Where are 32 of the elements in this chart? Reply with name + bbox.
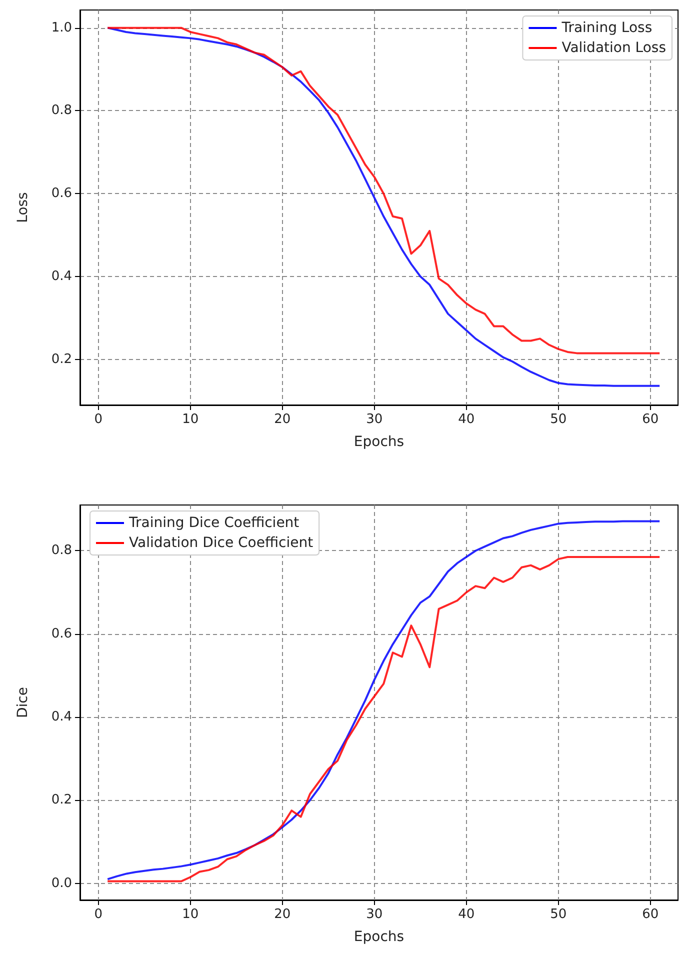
y-tick-label: 0.2 — [51, 352, 72, 367]
legend-label: Validation Loss — [562, 40, 666, 56]
x-tick-label: 30 — [366, 907, 383, 922]
y-tick-label: 0.8 — [51, 103, 72, 118]
x-tick-label: 60 — [642, 412, 659, 427]
x-tick-label: 40 — [458, 907, 475, 922]
x-tick-label: 20 — [274, 412, 291, 427]
x-tick-label: 40 — [458, 412, 475, 427]
x-tick-label: 0 — [94, 907, 103, 922]
x-tick-label: 10 — [182, 412, 199, 427]
x-tick-label: 20 — [274, 907, 291, 922]
x-tick-label: 50 — [550, 907, 567, 922]
legend-label: Training Dice Coefficient — [128, 515, 300, 531]
legend-label: Validation Dice Coefficient — [129, 535, 314, 551]
y-tick-label: 1.0 — [51, 20, 72, 36]
y-tick-label: 0.0 — [51, 876, 72, 891]
x-tick-label: 50 — [550, 412, 567, 427]
legend-label: Training Loss — [560, 20, 652, 36]
x-tick-label: 60 — [642, 907, 659, 922]
y-axis-title: Dice — [15, 687, 31, 718]
x-axis-title: Epochs — [354, 434, 404, 450]
x-tick-label: 0 — [94, 412, 103, 427]
y-tick-label: 0.6 — [51, 626, 72, 642]
y-axis-title: Loss — [15, 192, 31, 223]
x-tick-label: 10 — [182, 907, 199, 922]
y-tick-label: 0.4 — [51, 710, 72, 725]
y-tick-label: 0.4 — [51, 269, 72, 284]
x-axis-title: Epochs — [354, 929, 404, 945]
y-tick-label: 0.6 — [51, 186, 72, 202]
y-tick-label: 0.8 — [51, 543, 72, 558]
x-tick-label: 30 — [366, 412, 383, 427]
y-tick-label: 0.2 — [51, 792, 72, 808]
